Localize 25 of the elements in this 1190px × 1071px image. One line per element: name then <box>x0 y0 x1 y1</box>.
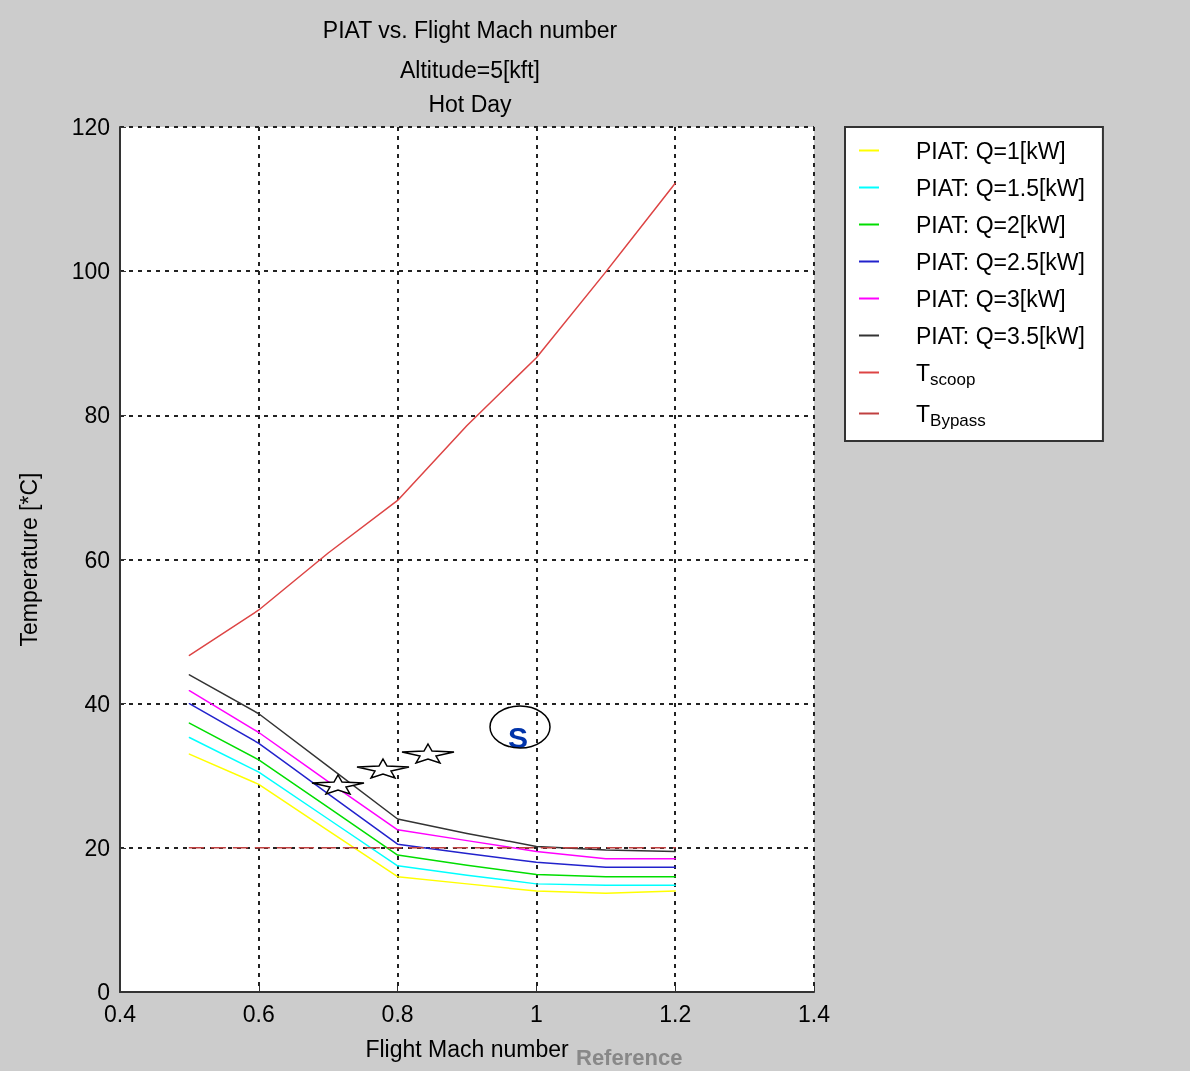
line-series <box>188 753 676 894</box>
legend-label: PIAT: Q=1[kW] <box>916 137 1066 164</box>
legend-label: PIAT: Q=3.5[kW] <box>916 322 1085 349</box>
legend-label: PIAT: Q=3[kW] <box>916 285 1066 312</box>
text: Reference <box>576 1044 683 1070</box>
chart-subtitle: Altitude=5[kft] Hot Day <box>400 57 540 117</box>
x-tick-label: 1.2 <box>659 1000 692 1027</box>
line-series <box>188 182 676 657</box>
x-axis-title: Flight Mach number <box>365 1035 569 1062</box>
x-tick-label: 1 <box>530 1000 543 1027</box>
y-tick-label: 120 <box>71 114 110 140</box>
chart-title: PIAT vs. Flight Mach number <box>322 17 618 43</box>
x-tick-label: 0.6 <box>242 1000 275 1027</box>
legend-label: PIAT: Q=1.5[kW] <box>916 174 1085 201</box>
legend-label: PIAT: Q=2[kW] <box>916 211 1066 238</box>
y-axis-title: Temperature [*C] <box>15 472 42 647</box>
y-tick-label: 100 <box>71 258 110 285</box>
y-tick-label: 80 <box>84 402 110 429</box>
x-tick-label: 1.4 <box>798 1000 831 1027</box>
y-tick-label: 20 <box>84 834 110 861</box>
x-tick-label: 0.8 <box>381 1000 414 1027</box>
annotation: S <box>508 720 529 754</box>
y-tick-label: 40 <box>84 690 110 717</box>
y-tick-label: 60 <box>84 546 110 573</box>
legend-label: PIAT: Q=2.5[kW] <box>916 248 1085 275</box>
